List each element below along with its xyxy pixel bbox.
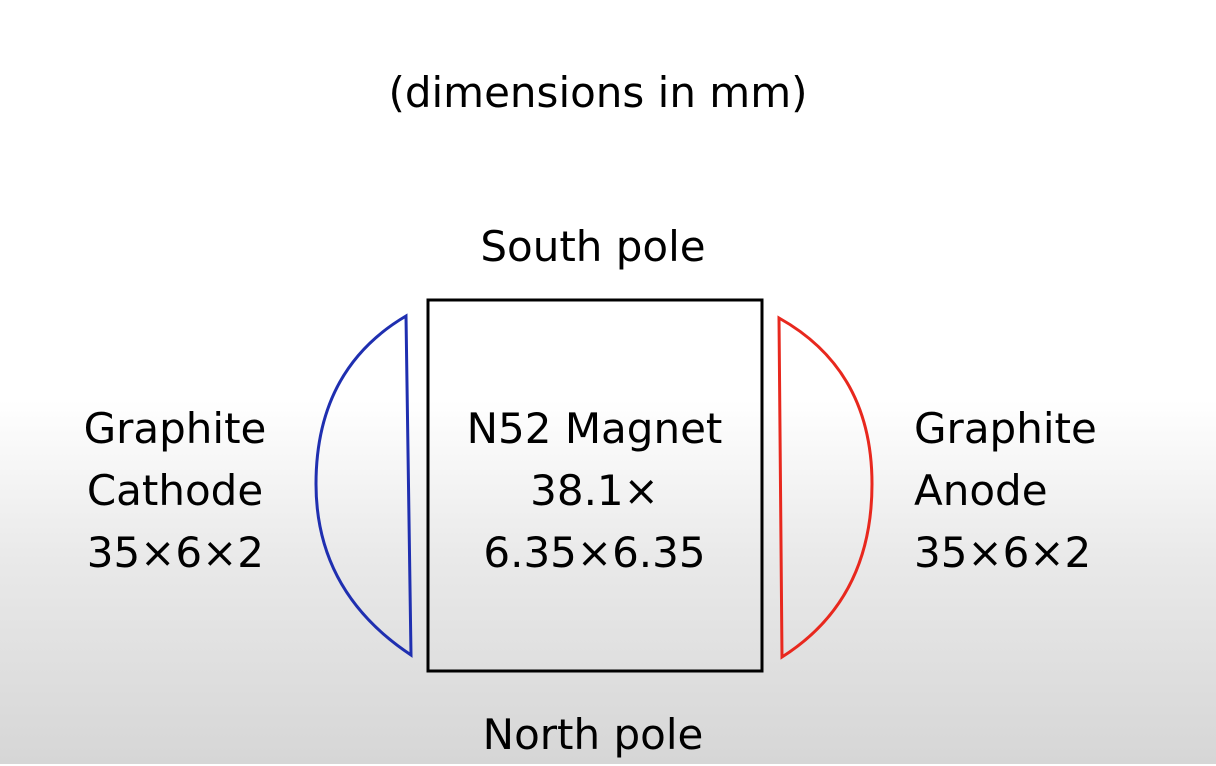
anode-material-text: Graphite bbox=[914, 404, 1097, 453]
magnet-box bbox=[426, 298, 764, 673]
cathode-material-text: Graphite bbox=[83, 404, 267, 453]
cathode-role-text: Cathode bbox=[86, 466, 264, 515]
diagram-title: (dimensions in mm) bbox=[388, 68, 808, 117]
magnet-dimensions-line-2: 6.35×6.35 bbox=[483, 528, 706, 577]
anode-role-text: Anode bbox=[914, 466, 1048, 515]
south-pole-label: South pole bbox=[480, 222, 706, 271]
magnet-dimensions-line-1: 38.1× bbox=[530, 466, 659, 515]
magnet-name-text: N52 Magnet bbox=[466, 404, 723, 453]
north-pole-label: North pole bbox=[482, 710, 704, 759]
magnet-label: N52 Magnet 38.1× 6.35×6.35 bbox=[428, 398, 761, 584]
anode-label: Graphite Anode 35×6×2 bbox=[914, 398, 1097, 584]
cathode-electrode-shape bbox=[314, 313, 413, 658]
anode-dimensions-text: 35×6×2 bbox=[914, 528, 1092, 577]
cathode-dimensions-text: 35×6×2 bbox=[86, 528, 264, 577]
cathode-label: Graphite Cathode 35×6×2 bbox=[80, 398, 270, 584]
anode-electrode-shape bbox=[777, 315, 874, 660]
